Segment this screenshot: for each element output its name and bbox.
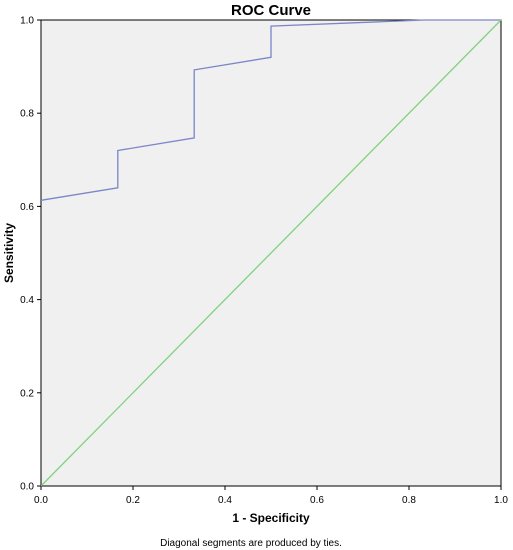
y-tick-label: 0.2 [20, 388, 34, 399]
y-axis-label: Sensitivity [2, 223, 16, 283]
x-tick-label: 0.2 [126, 495, 140, 506]
y-tick-label: 1.0 [20, 16, 34, 27]
x-tick-label: 0.4 [218, 495, 232, 506]
y-tick-label: 0.6 [20, 202, 34, 213]
y-tick-label: 0.4 [20, 295, 34, 306]
y-tick-label: 0.8 [20, 109, 34, 120]
chart-title: ROC Curve [231, 2, 311, 19]
x-tick-label: 0.8 [402, 495, 416, 506]
y-tick-label: 0.0 [20, 482, 34, 493]
x-tick-label: 0.0 [34, 495, 48, 506]
x-tick-label: 1.0 [494, 495, 508, 506]
chart-footnote: Diagonal segments are produced by ties. [160, 538, 342, 549]
x-tick-label: 0.6 [310, 495, 324, 506]
reference-diagonal-line [40, 19, 502, 487]
x-axis-label: 1 - Specificity [232, 511, 310, 525]
roc-curve-line [40, 19, 501, 201]
